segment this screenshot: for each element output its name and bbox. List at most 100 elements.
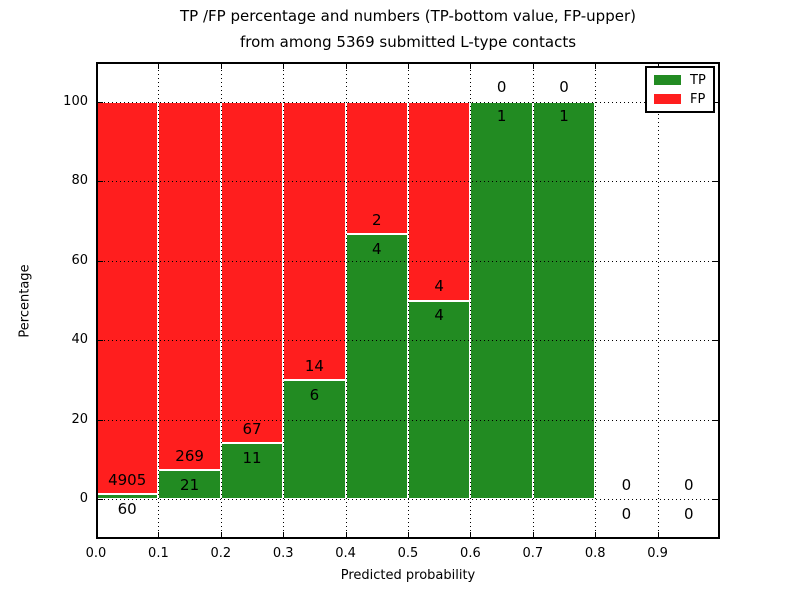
y-gridline-100	[96, 101, 720, 103]
x-tick-bottom-0.1	[158, 532, 160, 537]
x-gridline-0.3	[283, 62, 285, 539]
y-tick-right-40	[713, 340, 718, 342]
y-tick-left-40	[98, 340, 103, 342]
tp-count-label-7: 1	[559, 107, 569, 126]
y-tick-right-100	[713, 101, 718, 103]
x-tick-top-0.7	[532, 64, 534, 69]
y-tick-left-60	[98, 260, 103, 262]
fp-count-label-7: 0	[559, 78, 569, 97]
bar-tp-2	[220, 443, 284, 500]
tp-count-label-9: 0	[684, 504, 694, 523]
x-gridline-0.6	[470, 62, 472, 539]
y-tick-left-80	[98, 181, 103, 183]
x-tick-bottom-0.8	[595, 532, 597, 537]
chart-title-line1: TP /FP percentage and numbers (TP-bottom…	[180, 7, 636, 25]
x-tick-bottom-0.4	[345, 532, 347, 537]
legend-label-fp: FP	[690, 91, 706, 107]
x-tick-bottom-0.6	[470, 532, 472, 537]
y-gridline-40	[96, 340, 720, 342]
x-tick-top-0.3	[283, 64, 285, 69]
chart-title: TP /FP percentage and numbers (TP-bottom…	[96, 3, 720, 55]
fp-count-label-1: 269	[175, 447, 204, 466]
x-tick-bottom-0.3	[283, 532, 285, 537]
y-tick-right-0	[713, 499, 718, 501]
y-tick-label-60: 60	[71, 252, 88, 268]
y-tick-label-0: 0	[79, 491, 88, 507]
y-tick-left-100	[98, 101, 103, 103]
x-axis-label: Predicted probability	[340, 568, 476, 583]
legend-swatch-fp-icon	[654, 94, 681, 104]
tp-count-label-4: 4	[372, 239, 382, 258]
bar-tp-6	[470, 101, 533, 500]
y-tick-left-20	[98, 419, 103, 421]
bar-fp-0	[96, 101, 159, 495]
fp-count-label-3: 14	[304, 356, 324, 375]
x-tick-top-0.6	[470, 64, 472, 69]
x-tick-label-0.4: 0.4	[335, 546, 356, 561]
tp-count-label-5: 4	[434, 306, 444, 325]
tp-count-label-1: 21	[180, 476, 200, 495]
x-tick-label-0.8: 0.8	[584, 546, 606, 561]
x-tick-top-0.0	[96, 64, 97, 69]
y-tick-right-60	[713, 260, 718, 262]
y-gridline-60	[96, 260, 720, 262]
tp-count-label-3: 6	[309, 385, 320, 404]
fp-count-label-6: 0	[496, 78, 507, 97]
x-tick-bottom-0.9	[657, 532, 659, 537]
x-tick-top-0.4	[345, 64, 347, 69]
legend-item-tp: TP	[654, 74, 713, 87]
chart-title-line2: from among 5369 submitted L-type contact…	[239, 33, 577, 51]
x-tick-label-0.0: 0.0	[85, 546, 107, 561]
y-tick-right-80	[713, 181, 718, 183]
y-gridline-0	[96, 499, 720, 501]
legend-item-fp: FP	[654, 93, 713, 106]
x-gridline-0.9	[657, 62, 659, 539]
bar-fp-3	[283, 101, 346, 380]
fp-count-label-8: 0	[621, 475, 632, 494]
x-gridline-0.7	[532, 62, 534, 539]
bar-tp-5	[408, 300, 471, 500]
fp-count-label-5: 4	[434, 277, 444, 296]
x-gridline-0.4	[345, 62, 347, 539]
x-gridline-0.1	[158, 62, 160, 539]
y-tick-left-0	[98, 499, 103, 501]
legend-label-tp: TP	[690, 72, 706, 88]
x-tick-bottom-0.5	[408, 532, 409, 537]
y-gridline-80	[96, 181, 720, 183]
bar-fp-4	[345, 101, 408, 235]
x-tick-label-0.6: 0.6	[460, 546, 481, 561]
x-tick-label-0.9: 0.9	[647, 546, 668, 561]
tp-count-label-0: 60	[117, 500, 137, 519]
x-gridline-0.8	[595, 62, 597, 539]
y-tick-label-100: 100	[63, 93, 88, 109]
fp-count-label-9: 0	[684, 475, 694, 494]
y-gridline-20	[96, 419, 720, 421]
tp-count-label-2: 11	[242, 448, 262, 467]
x-tick-label-0.3: 0.3	[272, 546, 294, 561]
tp-count-label-6: 1	[496, 107, 507, 126]
legend-swatch-tp-icon	[654, 75, 681, 85]
bar-tp-3	[283, 380, 346, 500]
y-tick-label-40: 40	[71, 332, 88, 348]
y-tick-right-20	[713, 419, 718, 421]
x-tick-label-0.1: 0.1	[148, 546, 169, 561]
x-tick-top-0.8	[595, 64, 597, 69]
x-tick-top-0.5	[408, 64, 409, 69]
x-tick-label-0.2: 0.2	[210, 546, 232, 561]
fp-count-label-2: 67	[242, 419, 262, 438]
x-tick-label-0.5: 0.5	[397, 546, 419, 561]
x-tick-bottom-0.7	[532, 532, 534, 537]
x-tick-top-0.2	[220, 64, 222, 69]
legend: TP FP	[645, 66, 715, 113]
bar-tp-4	[345, 234, 408, 500]
x-tick-bottom-0.0	[96, 532, 97, 537]
y-tick-label-80: 80	[71, 173, 88, 189]
x-gridline-0.5	[408, 62, 409, 539]
x-gridline-0.2	[220, 62, 222, 539]
fp-count-label-0: 4905	[108, 471, 147, 490]
tp-count-label-8: 0	[621, 504, 632, 523]
bar-fp-5	[408, 101, 471, 301]
fp-count-label-4: 2	[372, 210, 382, 229]
